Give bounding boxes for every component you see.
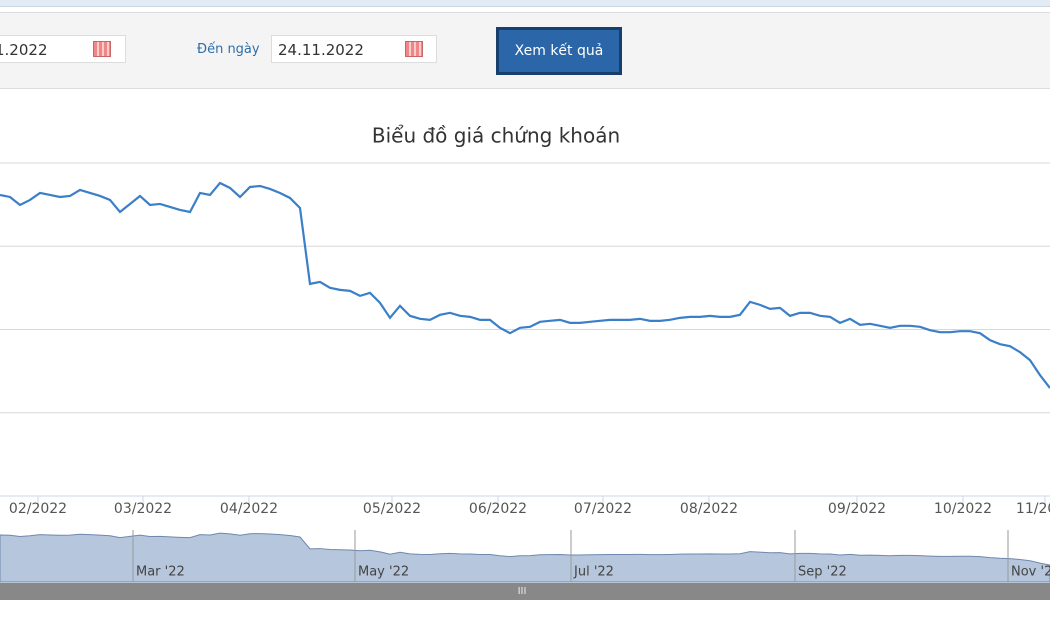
price-line <box>0 181 1050 389</box>
x-tick-label: 04/2022 <box>220 501 278 517</box>
top-strip <box>0 0 1050 7</box>
from-date-input[interactable]: 1.2022 <box>0 35 126 63</box>
to-date: 24.11.2022 <box>278 41 364 59</box>
chart-title: Biểu đồ giá chứng khoán <box>372 124 620 148</box>
x-tick-label: 06/2022 <box>469 501 527 517</box>
x-tick-label: 08/2022 <box>680 501 738 517</box>
to-date-input[interactable]: 24.11.2022 <box>271 35 437 63</box>
calendar-icon[interactable] <box>405 41 423 57</box>
x-tick-label: 07/2022 <box>574 501 632 517</box>
date-form: 1.2022 Đến ngày 24.11.2022 Xem kết quả <box>0 12 1050 89</box>
x-tick-label: 10/2022 <box>934 501 992 517</box>
navigator-label: Nov '22 <box>1011 565 1050 580</box>
scrollbar[interactable] <box>0 583 1050 600</box>
x-tick-label: 02/2022 <box>9 501 67 517</box>
x-tick-label: 03/2022 <box>114 501 172 517</box>
navigator-label: Sep '22 <box>798 565 847 580</box>
submit-button[interactable]: Xem kết quả <box>496 27 622 75</box>
navigator-label: May '22 <box>358 565 409 580</box>
x-tick-label: 11/2022 <box>1016 501 1050 517</box>
navigator-bg <box>0 530 1050 582</box>
x-tick-label: 05/2022 <box>363 501 421 517</box>
scrollbar-grip: III <box>518 586 527 597</box>
x-tick-label: 09/2022 <box>828 501 886 517</box>
from-date: 1.2022 <box>0 41 48 59</box>
navigator-area <box>0 532 1050 583</box>
calendar-icon[interactable] <box>93 41 111 57</box>
to-label: Đến ngày <box>197 42 260 57</box>
navigator-label: Jul '22 <box>573 565 614 580</box>
navigator-label: Mar '22 <box>136 565 185 580</box>
